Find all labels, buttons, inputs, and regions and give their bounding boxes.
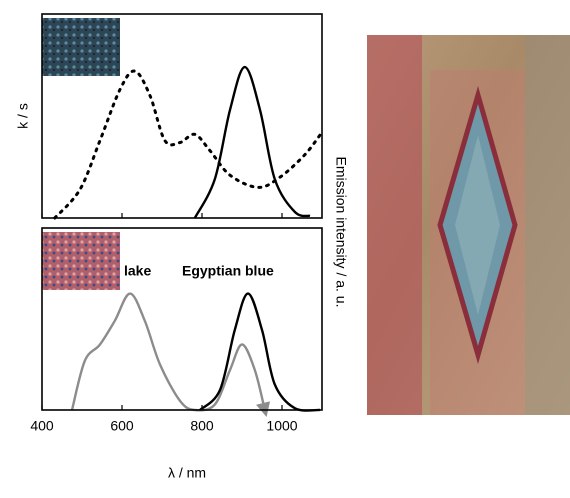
x-axis-label: λ / nm: [168, 465, 206, 481]
x-tick-label: 600: [110, 418, 134, 434]
y-axis-label: k / s: [15, 103, 31, 129]
x-tick-label: 1000: [266, 418, 297, 434]
plot-frame: [41, 13, 323, 219]
photo: [367, 35, 570, 415]
plot-frame: [41, 227, 323, 411]
x-tick-label: 800: [190, 418, 214, 434]
legend-label: lake: [124, 263, 151, 279]
line-series: [199, 292, 321, 412]
x-tick-label: 400: [30, 418, 54, 434]
inset-photo: [42, 232, 120, 290]
line-series: [70, 292, 271, 417]
line-series: [193, 65, 311, 219]
legend-label: Egyptian blue: [182, 263, 274, 279]
line-series: [53, 69, 324, 220]
inset-photo: [42, 18, 120, 76]
y2-axis-label: Emission intensity / a. u.: [333, 157, 349, 308]
